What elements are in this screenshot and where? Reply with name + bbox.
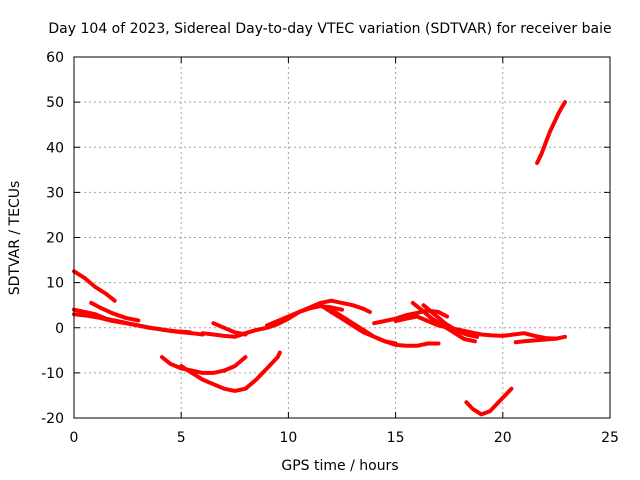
grid-lines [74,57,610,418]
series-arc-15 [179,350,282,393]
y-tick-label: -10 [41,366,64,382]
x-tick-label: 10 [279,430,297,446]
y-tick-label: -20 [41,411,64,427]
y-tick-label: 30 [46,185,64,201]
series-arc-16 [464,386,514,417]
series-arc-9 [329,307,441,348]
series-group [72,100,567,417]
series-arc-6 [211,321,248,337]
chart-title: Day 104 of 2023, Sidereal Day-to-day VTE… [48,21,611,37]
series-arc-12 [410,300,477,344]
series-arc-11 [393,314,567,341]
series-arc-13 [421,303,480,339]
y-tick-label: 60 [46,50,64,66]
x-tick-label: 0 [70,430,79,446]
series-arc-10 [372,308,450,326]
y-tick-label: 40 [46,140,64,156]
y-axis-label: SDTVAR / TECUs [7,181,23,296]
y-tick-label: 50 [46,95,64,111]
y-tick-label: 10 [46,276,64,292]
series-arc-4 [89,300,141,323]
series-arc-14 [159,355,248,375]
x-tick-label: 20 [494,430,512,446]
series-arc-1 [72,269,117,303]
y-tick-label: 0 [55,321,64,337]
series-arc-5 [200,304,344,339]
axis-ticks: 0 5 10 15 20 25 -20 -10 0 10 20 30 40 50 60 [41,50,619,446]
x-tick-label: 5 [177,430,186,446]
series-arc-17 [513,336,559,345]
x-axis-label: GPS time / hours [281,458,398,474]
x-tick-label: 15 [387,430,405,446]
x-tick-label: 25 [601,430,619,446]
series-arc-7 [265,298,372,328]
series-arc-3 [72,312,192,335]
series-arc-18 [535,100,567,165]
y-tick-label: 20 [46,231,64,247]
